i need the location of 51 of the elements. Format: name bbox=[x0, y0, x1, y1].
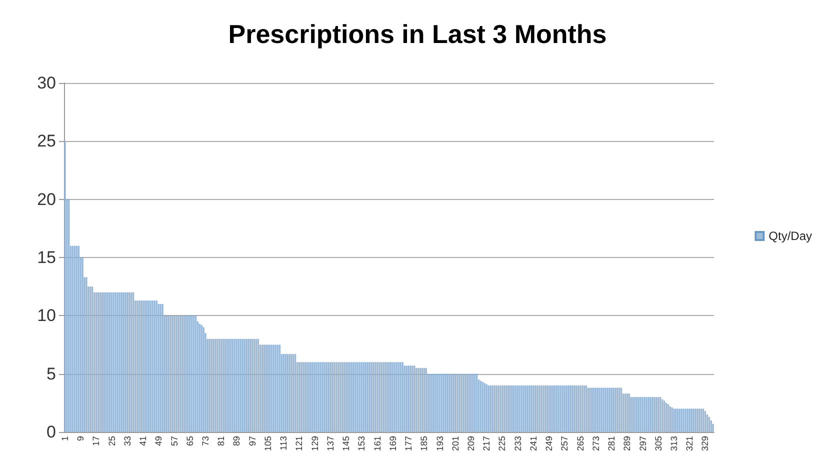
x-tick-label: 265 bbox=[575, 436, 586, 452]
x-tick-label: 321 bbox=[684, 436, 695, 452]
x-tick-label: 129 bbox=[310, 436, 320, 452]
x-tick-label: 153 bbox=[356, 436, 367, 452]
x-tick-label: 177 bbox=[404, 436, 414, 452]
legend-label: Qty/Day bbox=[768, 229, 812, 243]
x-tick-label: 185 bbox=[419, 436, 430, 452]
x-tick-label: 81 bbox=[216, 436, 226, 446]
x-tick-label: 89 bbox=[232, 436, 242, 446]
x-tick-label: 313 bbox=[668, 436, 679, 452]
x-tick-label: 97 bbox=[247, 436, 258, 446]
y-tick-label: 0 bbox=[46, 422, 56, 442]
x-tick-label: 17 bbox=[91, 436, 102, 446]
y-tick-label: 20 bbox=[37, 190, 56, 209]
x-tick-label: 217 bbox=[482, 436, 492, 452]
x-tick-label: 305 bbox=[653, 436, 664, 452]
x-tick-label: 1 bbox=[60, 436, 70, 442]
x-tick-label: 73 bbox=[200, 436, 211, 446]
x-tick-label: 273 bbox=[590, 436, 601, 452]
x-tick-label: 289 bbox=[622, 436, 632, 452]
x-tick-label: 41 bbox=[138, 436, 148, 446]
chart-title: Prescriptions in Last 3 Months bbox=[228, 19, 607, 49]
x-tick-label: 241 bbox=[528, 436, 538, 452]
x-tick-label: 49 bbox=[154, 436, 164, 446]
x-tick-label: 137 bbox=[325, 436, 336, 452]
x-tick-label: 257 bbox=[560, 436, 570, 452]
x-tick-label: 201 bbox=[450, 436, 460, 452]
x-tick-label: 233 bbox=[512, 436, 523, 452]
y-tick-label: 10 bbox=[37, 306, 56, 326]
x-tick-label: 145 bbox=[341, 436, 352, 452]
x-tick-label: 281 bbox=[606, 436, 617, 452]
x-tick-label: 9 bbox=[76, 436, 86, 442]
x-tick-label: 169 bbox=[388, 436, 398, 452]
y-tick-label: 30 bbox=[37, 74, 56, 92]
y-tick-label: 5 bbox=[46, 364, 56, 384]
y-tick-label: 25 bbox=[37, 132, 56, 151]
x-tick-label: 161 bbox=[372, 436, 382, 452]
x-tick-label: 329 bbox=[700, 436, 710, 452]
x-tick-label: 105 bbox=[262, 436, 273, 452]
x-tick-label: 193 bbox=[434, 436, 445, 452]
x-tick-label: 113 bbox=[278, 436, 289, 450]
x-tick-label: 297 bbox=[638, 436, 648, 452]
x-tick-label: 225 bbox=[497, 436, 508, 452]
x-tick-label: 65 bbox=[184, 436, 195, 446]
x-tick-label: 25 bbox=[106, 436, 117, 446]
x-tick-label: 33 bbox=[122, 436, 132, 446]
x-tick-label: 57 bbox=[169, 436, 180, 446]
x-tick-label: 249 bbox=[544, 436, 554, 452]
x-tick-label: 121 bbox=[294, 436, 304, 452]
x-tick-label: 209 bbox=[466, 436, 476, 452]
y-tick-label: 15 bbox=[37, 248, 56, 267]
